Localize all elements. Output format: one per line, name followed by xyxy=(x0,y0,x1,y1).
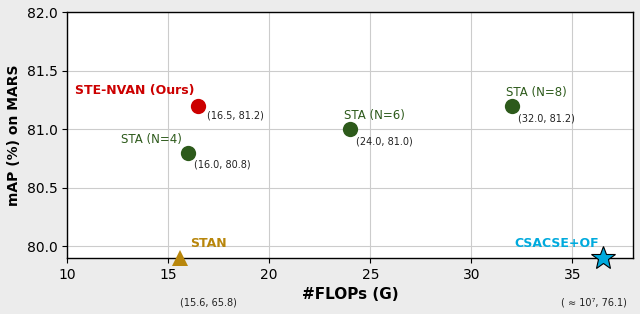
Text: (15.6, 65.8): (15.6, 65.8) xyxy=(180,297,237,307)
Text: (32.0, 81.2): (32.0, 81.2) xyxy=(518,113,575,123)
X-axis label: #FLOPs (G): #FLOPs (G) xyxy=(302,287,398,302)
Text: CSACSE+OF: CSACSE+OF xyxy=(514,237,598,250)
Y-axis label: mAP (%) on MARS: mAP (%) on MARS xyxy=(7,65,21,206)
Text: (16.5, 81.2): (16.5, 81.2) xyxy=(207,111,264,121)
Text: STA (N=8): STA (N=8) xyxy=(506,86,566,99)
Text: STAN: STAN xyxy=(190,237,227,250)
Text: ( ≈ 10⁷, 76.1): ( ≈ 10⁷, 76.1) xyxy=(561,297,627,307)
Text: STA (N=4): STA (N=4) xyxy=(122,133,182,146)
Text: (24.0, 81.0): (24.0, 81.0) xyxy=(356,137,413,146)
Text: STA (N=6): STA (N=6) xyxy=(344,110,405,122)
Text: STE-NVAN (Ours): STE-NVAN (Ours) xyxy=(75,84,195,97)
Text: (16.0, 80.8): (16.0, 80.8) xyxy=(195,160,251,170)
